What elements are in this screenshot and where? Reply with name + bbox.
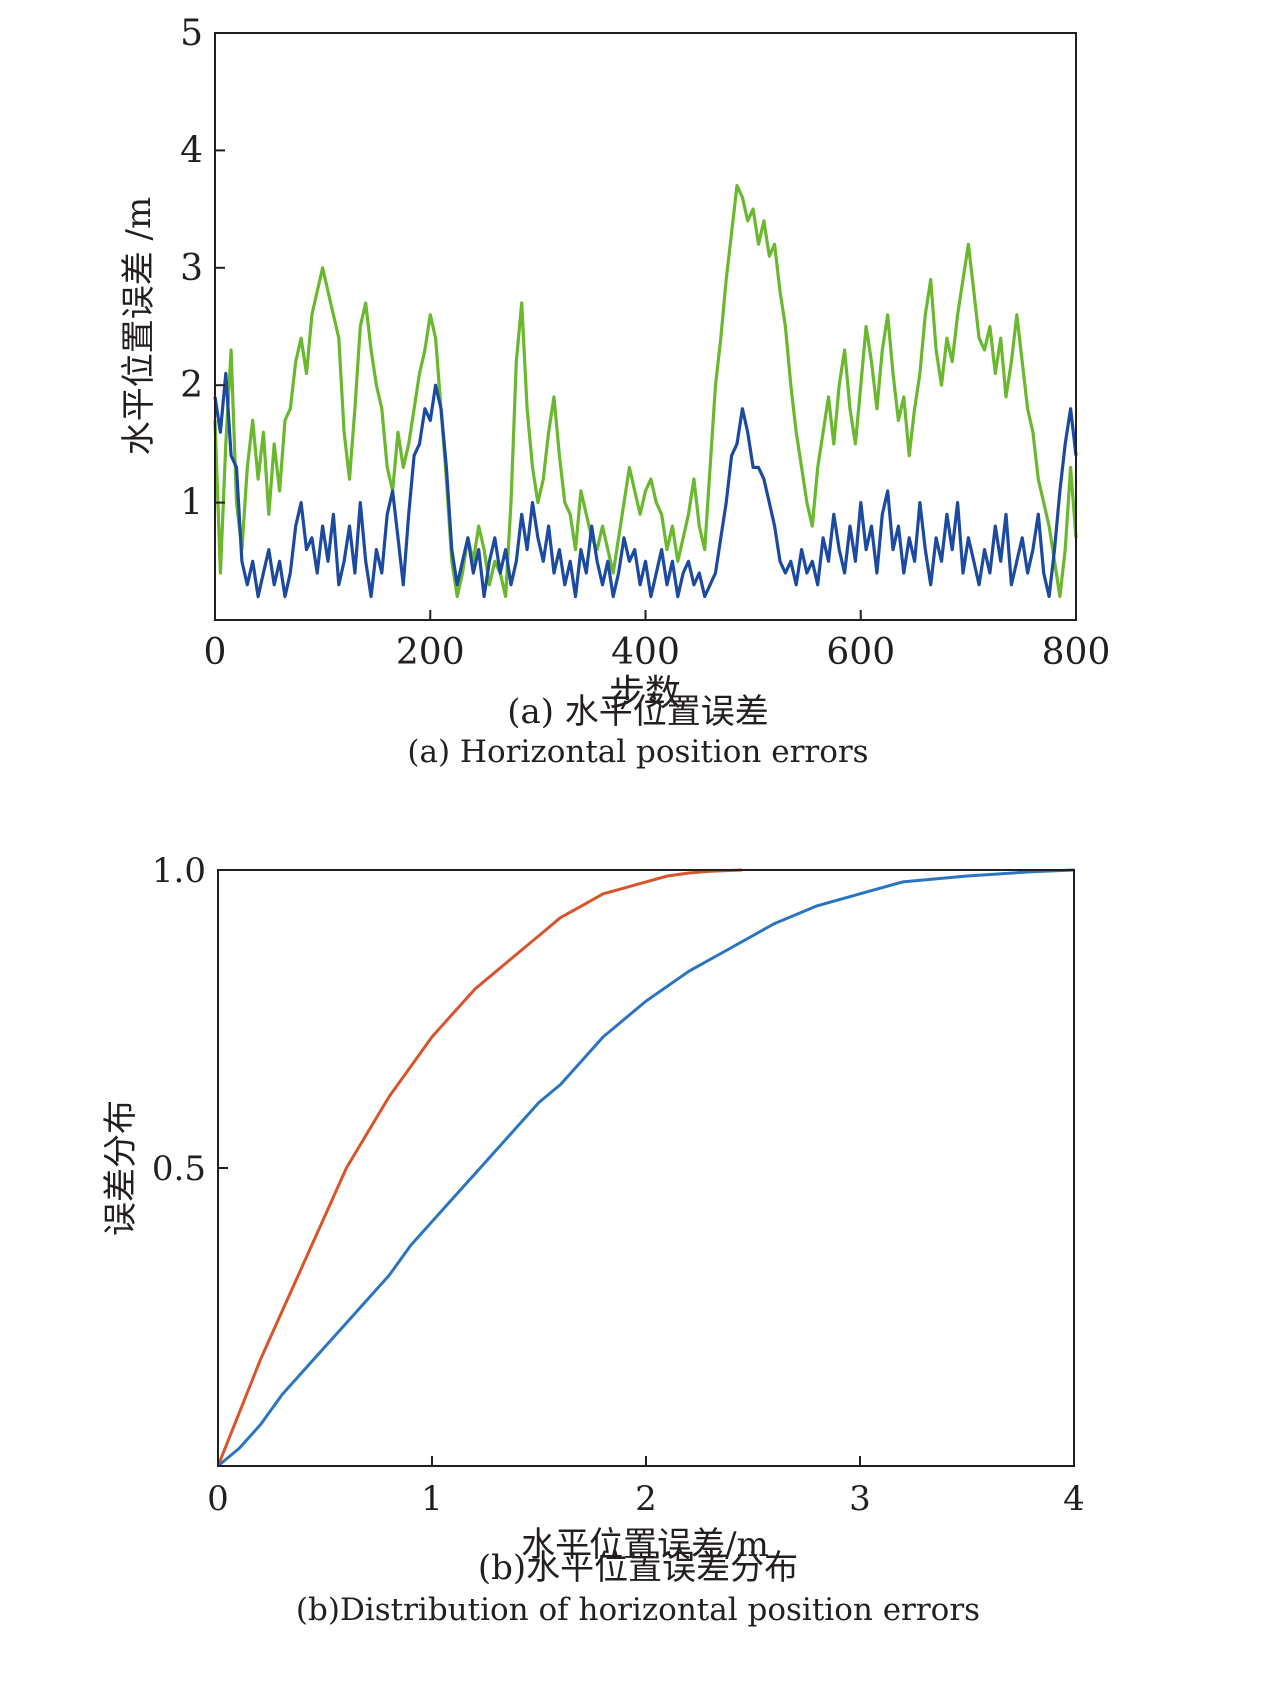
chart-b-y-tick-label: 0.5 [152, 1149, 206, 1189]
chart-a-x-tick-label: 600 [826, 632, 895, 673]
chart-a-x-tick-label: 200 [396, 632, 465, 673]
chart-a-plot-frame [214, 32, 1077, 621]
chart-a-caption-en: (a) Horizontal position errors [407, 734, 869, 770]
chart-a-y-tick-label: 3 [180, 248, 203, 289]
chart-b-x-tick-label: 0 [207, 1479, 229, 1519]
chart-b-y-tick-label: 1.0 [152, 851, 206, 891]
chart-b-x-tick-label: 1 [421, 1479, 443, 1519]
chart-a-x-axis-label: 步数 [609, 673, 681, 714]
chart-a-series-2-line [213, 371, 1078, 599]
chart-a-x-tick-label: 800 [1042, 632, 1111, 673]
chart-b-y-axis-label: 误差分布 [101, 1100, 141, 1236]
chart-a-caption-cn: (a) 水平位置误差 [507, 692, 769, 732]
chart-a-x-tick-label: 400 [611, 632, 680, 673]
chart-a-x-tick-label: 0 [204, 632, 227, 673]
chart-a-y-tick-label: 4 [180, 130, 203, 171]
chart-a-series-group [213, 184, 1078, 599]
chart-a-ticks-group: 0 200 400 600 800 1 2 3 4 5 [180, 13, 1110, 673]
chart-b-series-1-line [216, 868, 743, 1467]
chart-b-ticks-group: 0 1 2 3 4 0.5 1.0 [152, 851, 1085, 1519]
chart-b-caption-en: (b)Distribution of horizontal position e… [295, 1592, 981, 1628]
chart-a-series-1-line [213, 184, 1078, 599]
chart-b-x-tick-label: 3 [849, 1479, 871, 1519]
chart-b-svg: 0 1 2 3 4 0.5 1.0 水平位置误差/m 误差分布 [101, 851, 1085, 1565]
chart-b-series-group [216, 868, 1075, 1468]
chart-a-panel: 0 200 400 600 800 1 2 3 4 5 步数 水平位置误差 /m (a) 水平位置… [0, 0, 1276, 840]
chart-b-x-axis-label: 水平位置误差/m [521, 1525, 769, 1565]
chart-a-svg: 0 200 400 600 800 1 2 3 4 5 步数 水平位置误差 /m [119, 13, 1110, 714]
chart-a-y-axis-label: 水平位置误差 /m [119, 197, 159, 456]
chart-b-x-tick-label: 2 [635, 1479, 657, 1519]
chart-b-caption-cn: (b)水平位置误差分布 [477, 1548, 799, 1588]
chart-b-x-tick-label: 4 [1063, 1479, 1085, 1519]
chart-a-y-tick-label: 5 [180, 13, 203, 54]
chart-b-panel: 0 1 2 3 4 0.5 1.0 水平位置误差/m 误差分布 (b)水平位置误差分布 (b… [0, 840, 1276, 1699]
chart-a-y-tick-label: 1 [180, 483, 203, 524]
chart-a-y-tick-label: 2 [180, 365, 203, 406]
chart-b-series-2-line [217, 868, 1075, 1468]
